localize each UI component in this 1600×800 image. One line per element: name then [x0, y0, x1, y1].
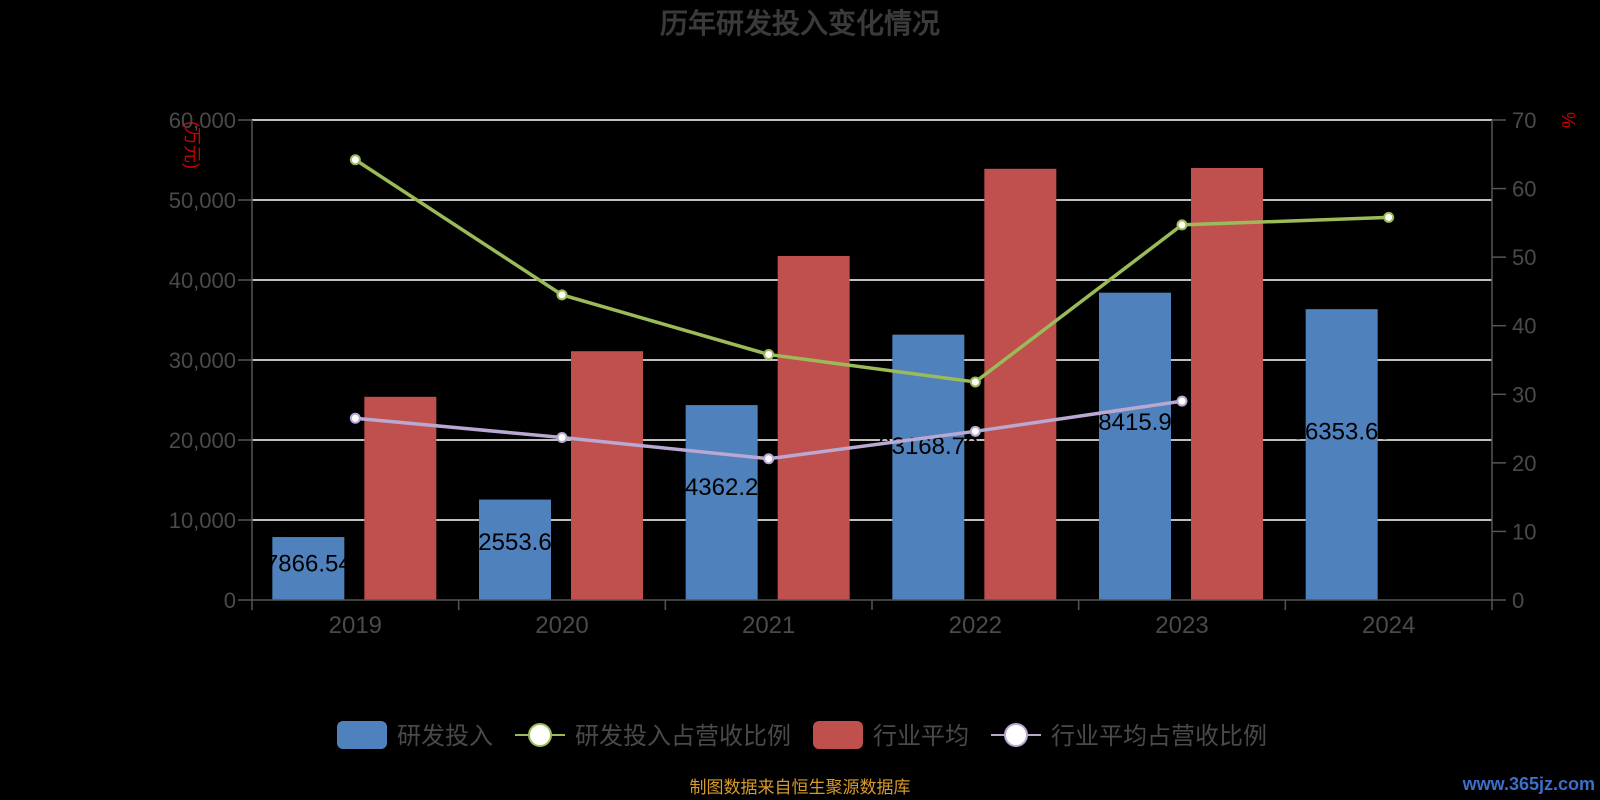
x-tick-label: 2024: [1362, 612, 1415, 639]
line-series: [349, 154, 1395, 465]
bar-data-label: 7866.54: [265, 550, 352, 577]
point-industry-ratio: [763, 453, 775, 465]
gridlines: [252, 119, 1492, 521]
legend: 研发投入 研发投入占营收比例 行业平均 行业平均占营收比例: [337, 721, 1267, 750]
legend-swatch-marker: [528, 723, 552, 747]
left-tick-label: 60,000: [169, 108, 236, 133]
chart-title: 历年研发投入变化情况: [660, 7, 940, 39]
legend-swatch-bar: [813, 721, 863, 749]
right-tick-label: 30: [1512, 382, 1536, 407]
bar-data-label: 36353.65: [1292, 418, 1392, 445]
right-tick-label: 20: [1512, 451, 1536, 476]
line-rd-ratio: [354, 158, 1389, 384]
right-tick-label: 10: [1512, 519, 1536, 544]
left-tick-label: 30,000: [169, 348, 236, 373]
x-tick-label: 2023: [1155, 612, 1208, 639]
right-axis-unit: %: [1558, 112, 1578, 128]
left-tick-label: 10,000: [169, 508, 236, 533]
data-source-note: 制图数据来自恒生聚源数据库: [690, 778, 911, 797]
legend-label: 行业平均占营收比例: [1051, 723, 1267, 750]
x-axis: 2019 2020 2021 2022 2023 2024: [251, 599, 1493, 639]
point-industry-ratio: [969, 425, 981, 437]
bar-industry: [777, 256, 850, 600]
x-tick-label: 2019: [329, 612, 382, 639]
bar-data-label: 24362.21: [672, 474, 772, 501]
legend-label: 行业平均: [873, 723, 969, 750]
point-rd-ratio: [556, 289, 568, 301]
bar-rd: [272, 537, 345, 600]
legend-swatch-marker: [1004, 723, 1028, 747]
right-tick-label: 40: [1512, 314, 1536, 339]
right-tick-label: 0: [1512, 588, 1524, 613]
legend-swatch-bar: [337, 721, 387, 749]
right-tick-label: 60: [1512, 177, 1536, 202]
bar-rd: [1305, 309, 1378, 600]
bar-industry: [984, 168, 1057, 601]
point-rd-ratio: [1176, 219, 1188, 231]
right-tick-label: 50: [1512, 245, 1536, 270]
bar-rd: [685, 405, 758, 600]
point-industry-ratio: [349, 412, 361, 424]
watermark-text: www.365jz.com: [1462, 774, 1595, 794]
legend-label: 研发投入: [397, 723, 493, 750]
point-rd-ratio: [1383, 211, 1395, 223]
left-tick-label: 0: [224, 588, 236, 613]
right-tick-label: 70: [1512, 108, 1536, 133]
left-tick-label: 50,000: [169, 188, 236, 213]
point-rd-ratio: [969, 376, 981, 388]
left-tick-label: 20,000: [169, 428, 236, 453]
x-tick-label: 2020: [535, 612, 588, 639]
point-rd-ratio: [763, 349, 775, 361]
legend-label: 研发投入占营收比例: [575, 723, 791, 750]
left-tick-label: 40,000: [169, 268, 236, 293]
bar-data-label: 12553.66: [465, 529, 565, 556]
right-axis-ticks: 0 10 20 30 40 50 60 70: [1491, 108, 1536, 613]
bar-industry: [364, 396, 437, 600]
x-tick-label: 2021: [742, 612, 795, 639]
bar-industry: [571, 351, 643, 600]
point-industry-ratio: [556, 431, 568, 443]
x-tick-label: 2022: [949, 612, 1002, 639]
bars: [272, 168, 1378, 601]
point-industry-ratio: [1176, 395, 1188, 407]
left-axis-unit: (万元): [182, 121, 202, 169]
left-axis-ticks: 0 10,000 20,000 30,000 40,000 50,000 60,000: [169, 108, 253, 613]
bar-rd: [1099, 292, 1171, 600]
bar-industry: [1191, 168, 1263, 600]
bar-rd: [479, 499, 551, 600]
point-rd-ratio: [349, 154, 361, 166]
